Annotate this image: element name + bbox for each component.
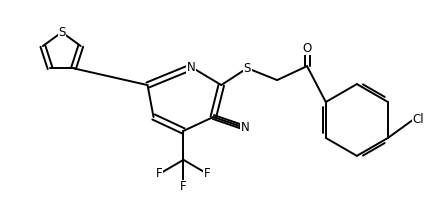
Text: S: S — [244, 62, 251, 75]
Text: N: N — [241, 121, 250, 134]
Text: F: F — [156, 167, 163, 180]
Text: N: N — [187, 61, 196, 74]
Text: Cl: Cl — [413, 114, 424, 126]
Text: F: F — [204, 167, 211, 180]
Text: S: S — [58, 26, 66, 39]
Text: O: O — [302, 42, 312, 55]
Text: F: F — [180, 180, 187, 193]
